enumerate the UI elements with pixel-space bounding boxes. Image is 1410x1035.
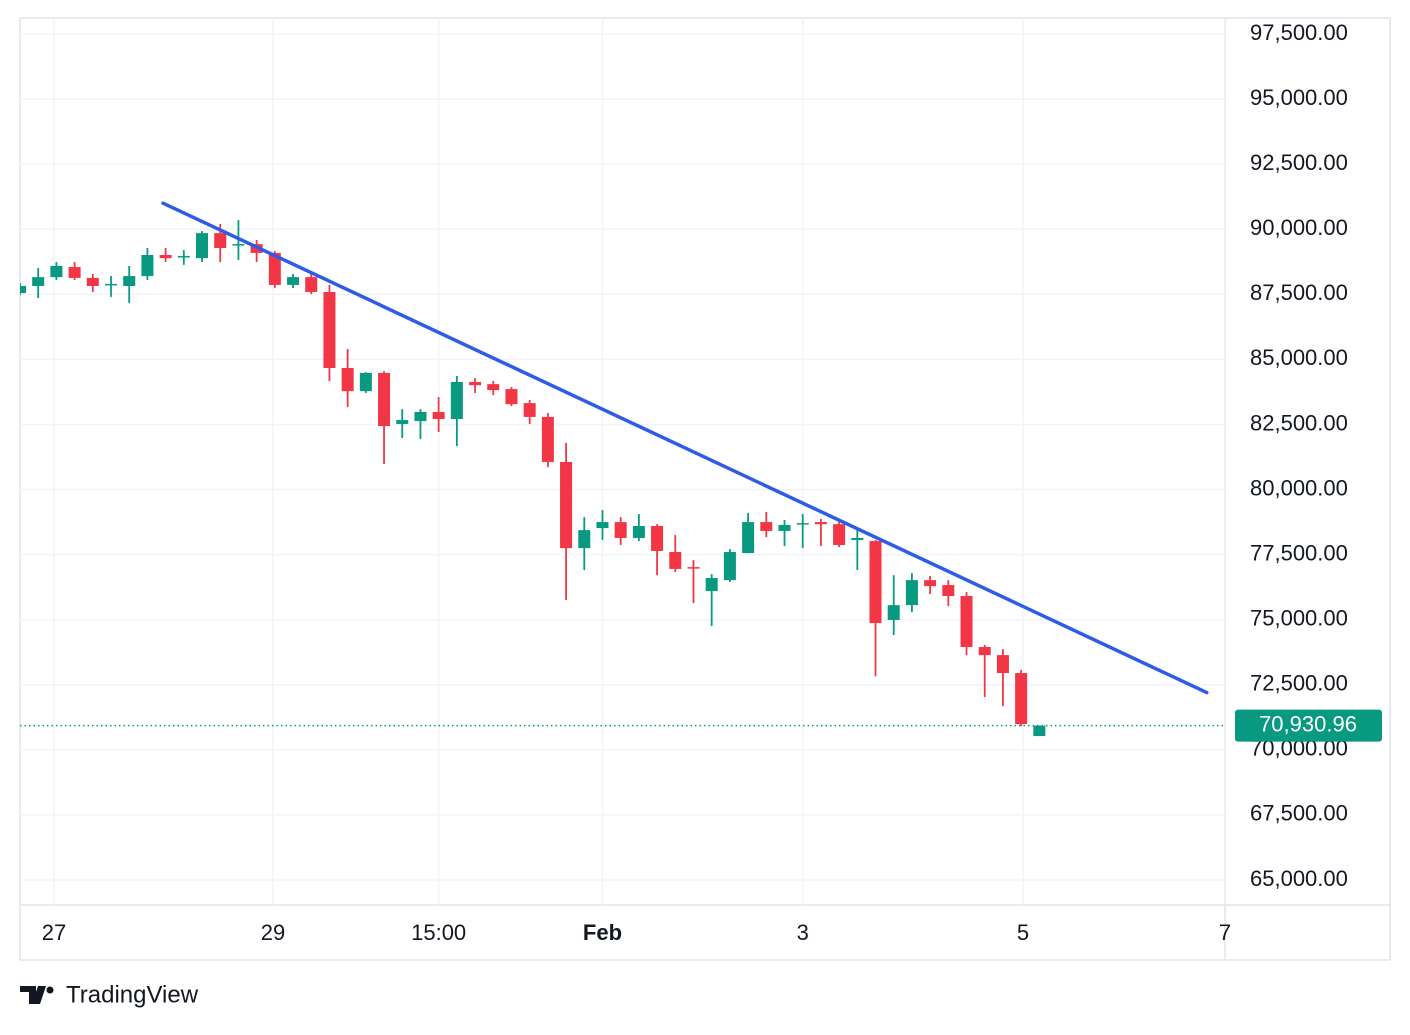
candle-body [32, 277, 45, 286]
x-tick-label: 27 [42, 920, 66, 945]
candle-body [814, 522, 827, 525]
candle-body [541, 416, 554, 462]
y-tick-label: 82,500.00 [1250, 410, 1348, 435]
x-tick-label: 3 [797, 920, 809, 945]
logo: TradingView [20, 981, 199, 1008]
candle-body [414, 411, 427, 422]
x-tick-label: 7 [1219, 920, 1231, 945]
candle-body [287, 277, 300, 285]
candle-body [924, 580, 937, 587]
logo-icon [20, 986, 46, 1004]
y-tick-label: 87,500.00 [1250, 280, 1348, 305]
x-tick-label: Feb [583, 920, 622, 945]
candle-body [20, 285, 27, 294]
candle-body [851, 537, 864, 541]
x-tick-label: 29 [261, 920, 285, 945]
candle-body [159, 255, 172, 259]
candle-body [505, 389, 518, 405]
candle-body [396, 420, 409, 424]
plot-area [20, 201, 1225, 737]
candle-body [323, 291, 336, 368]
candle-body [560, 461, 573, 549]
candle-body [742, 522, 755, 554]
y-tick-label: 90,000.00 [1250, 215, 1348, 240]
candle-body [214, 233, 227, 248]
candle-body [978, 647, 991, 656]
y-tick-label: 92,500.00 [1250, 150, 1348, 175]
candle-body [432, 411, 445, 420]
y-tick-label: 67,500.00 [1250, 801, 1348, 826]
candle-body [905, 580, 918, 606]
candle-body [669, 552, 682, 569]
y-tick-label: 80,000.00 [1250, 475, 1348, 500]
candle-body [1033, 725, 1046, 737]
candle-body [378, 372, 391, 427]
x-tick-label: 5 [1017, 920, 1029, 945]
logo-icon-dot [46, 986, 54, 994]
candle-body [596, 522, 609, 529]
last-price-badge [1235, 709, 1382, 742]
candle-body [760, 522, 773, 531]
candle-body [450, 382, 463, 420]
candle-body [50, 265, 63, 278]
candle-body [268, 252, 281, 285]
candle-body [614, 522, 627, 538]
candle-body [796, 523, 809, 525]
trend-line [161, 201, 1209, 695]
candle-body [523, 403, 536, 417]
logo-text: TradingView [66, 981, 199, 1008]
candle-body [469, 382, 482, 386]
candle-body [723, 552, 736, 581]
candle-body [687, 567, 700, 569]
candle-body [632, 525, 645, 538]
candle-body [105, 283, 118, 286]
candle-body [651, 525, 664, 551]
candle-body [996, 655, 1009, 674]
candle-body [869, 541, 882, 624]
candle-body [305, 277, 318, 292]
candle-body [86, 277, 99, 286]
axes: 97,500.00 95,000.00 92,500.00 90,000.00 87,5… [42, 20, 1382, 945]
candle-body [141, 255, 154, 277]
candle-body [123, 276, 136, 286]
y-tick-label: 75,000.00 [1250, 606, 1348, 631]
candle-body [705, 578, 718, 592]
y-tick-label: 65,000.00 [1250, 866, 1348, 891]
candle-body [177, 256, 190, 258]
y-tick-label: 77,500.00 [1250, 540, 1348, 565]
y-tick-label: 85,000.00 [1250, 345, 1348, 370]
last-price-label: 70,930.96 [1259, 711, 1357, 736]
candle-body [833, 524, 846, 545]
candle-body [578, 530, 591, 549]
candle-body [778, 524, 791, 531]
candle-body [487, 384, 500, 391]
candle-body [68, 266, 81, 278]
y-tick-label: 72,500.00 [1250, 671, 1348, 696]
y-tick-label: 97,500.00 [1250, 20, 1348, 45]
candle-body [1015, 673, 1028, 725]
grid [20, 18, 1225, 905]
candle-body [359, 372, 372, 392]
candle-body [196, 233, 209, 259]
x-tick-label: 15:00 [411, 920, 466, 945]
candle-body [960, 596, 973, 648]
candle-body [942, 585, 955, 597]
y-tick-label: 95,000.00 [1250, 85, 1348, 110]
candle-body [232, 244, 245, 246]
candle-body [341, 367, 354, 392]
candle-body [887, 605, 900, 620]
